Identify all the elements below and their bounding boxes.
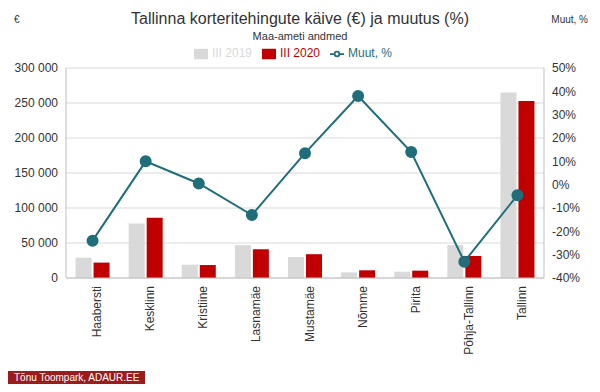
svg-text:300 000: 300 000 [15, 61, 59, 75]
svg-text:0: 0 [51, 271, 58, 285]
svg-text:200 000: 200 000 [15, 131, 59, 145]
html-text:Tallinna korteritehingute käiv: Tallinna korteritehingute käive (€) ja m… [131, 10, 469, 27]
html-text:Maa-ameti andmed: Maa-ameti andmed [252, 30, 348, 42]
svg-text:Lasnamäe: Lasnamäe [249, 286, 263, 342]
svg-text:Pirita: Pirita [409, 286, 423, 314]
svg-text:Mustamäe: Mustamäe [303, 286, 317, 342]
html-text:Tõnu Toompark, ADAUR.EE: Tõnu Toompark, ADAUR.EE [14, 372, 140, 383]
svg-text:Kristiine: Kristiine [196, 286, 210, 329]
svg-text:Kesklinn: Kesklinn [143, 286, 157, 331]
svg-text:Põhja-Tallinn: Põhja-Tallinn [462, 286, 476, 355]
svg-text:-10%: -10% [552, 201, 580, 215]
svg-text:50%: 50% [552, 61, 576, 75]
svg-text:20%: 20% [552, 131, 576, 145]
svg-text:-30%: -30% [552, 248, 580, 262]
svg-text:250 000: 250 000 [15, 96, 59, 110]
svg-text:Nõmme: Nõmme [356, 286, 370, 328]
svg-text:0%: 0% [552, 178, 570, 192]
svg-text:-20%: -20% [552, 225, 580, 239]
html-text:III 2020: III 2020 [280, 46, 320, 60]
html-text:Muut, %: Muut, % [551, 14, 588, 25]
svg-text:-40%: -40% [552, 271, 580, 285]
svg-text:30%: 30% [552, 108, 576, 122]
svg-text:Tallinn: Tallinn [515, 286, 529, 320]
svg-text:150 000: 150 000 [15, 166, 59, 180]
svg-text:100 000: 100 000 [15, 201, 59, 215]
html-text:Muut, %: Muut, % [348, 46, 392, 60]
svg-text:Haabersti: Haabersti [90, 286, 104, 337]
svg-text:10%: 10% [552, 155, 576, 169]
html-text:III 2019: III 2019 [212, 46, 252, 60]
svg-text:40%: 40% [552, 85, 576, 99]
svg-text:50 000: 50 000 [21, 236, 58, 250]
